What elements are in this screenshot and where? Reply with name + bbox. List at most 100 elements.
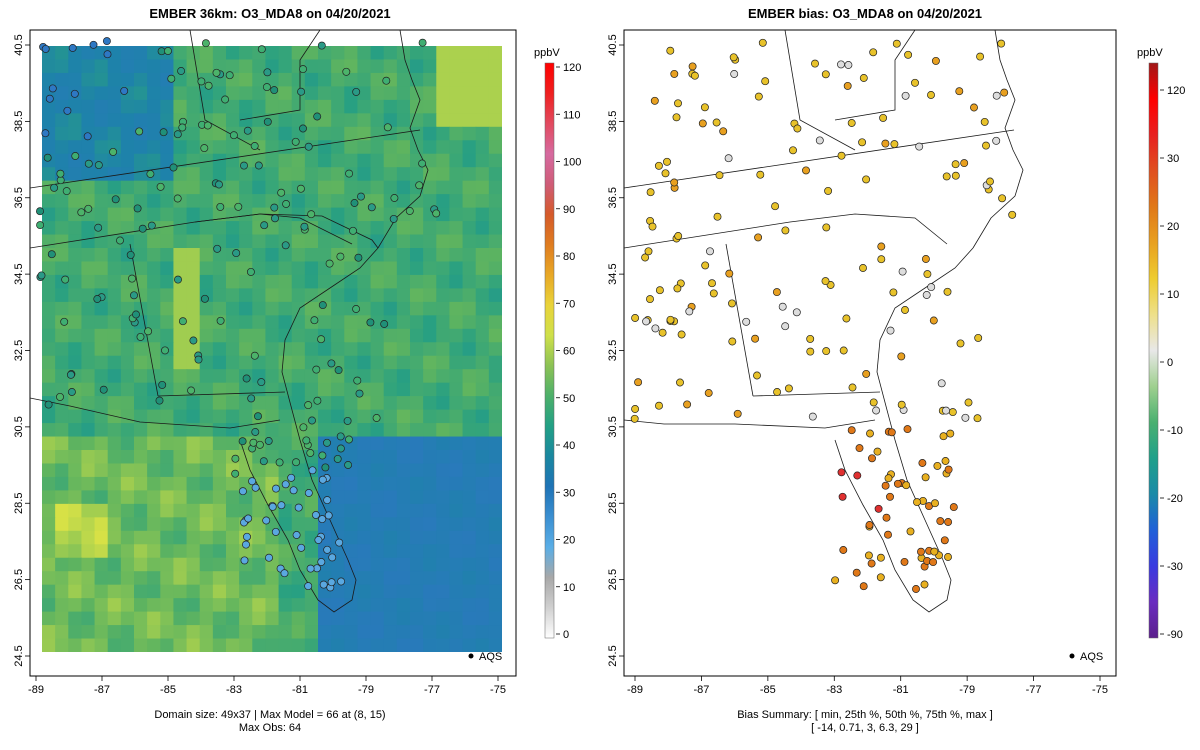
bias-station (862, 175, 871, 184)
model-grid-cell (436, 476, 451, 491)
model-grid-cell (173, 625, 188, 640)
model-grid-cell (331, 611, 345, 626)
model-grid-cell (291, 328, 306, 343)
model-grid-cell (449, 530, 464, 545)
model-grid-cell (357, 423, 372, 438)
model-grid-cell (107, 490, 122, 505)
model-grid-cell (68, 248, 83, 263)
model-grid-cell (199, 167, 214, 182)
model-grid-cell (252, 126, 267, 141)
model-grid-cell (55, 436, 69, 451)
aqs-station (213, 244, 222, 253)
model-grid-cell (120, 234, 135, 249)
model-grid-cell (278, 113, 293, 128)
aqs-station (287, 473, 296, 482)
model-grid-cell (449, 611, 464, 626)
aqs-station (318, 515, 327, 524)
model-grid-cell (199, 355, 214, 370)
model-grid-cell (160, 611, 175, 626)
aqs-station (318, 475, 327, 484)
aqs-station (299, 124, 307, 133)
colorbar-tick-label: 0 (1167, 357, 1173, 369)
model-grid-cell (370, 221, 385, 236)
model-grid-cell (160, 598, 175, 613)
model-grid-cell (436, 153, 451, 168)
bias-station (811, 59, 819, 68)
model-grid-cell (94, 301, 109, 316)
model-grid-cell (212, 261, 227, 276)
model-grid-cell (147, 490, 161, 505)
model-grid-cell (449, 126, 464, 141)
model-grid-cell (42, 72, 56, 87)
model-grid-cell (423, 248, 437, 263)
right-bias-summary: Bias Summary: [ min, 25th %, 50th %, 75t… (625, 709, 1105, 735)
bias-station (843, 81, 852, 90)
y-tick-label: 28.5 (13, 493, 25, 514)
model-grid-cell (239, 503, 253, 518)
model-grid-cell (488, 530, 502, 545)
aqs-station (250, 351, 259, 360)
model-grid-cell (383, 274, 398, 289)
model-grid-cell (331, 140, 345, 155)
model-grid-cell (120, 207, 135, 222)
bias-station (922, 291, 931, 299)
model-grid-cell (55, 301, 69, 316)
model-grid-cell (304, 167, 319, 182)
aqs-station (304, 582, 313, 591)
model-grid-cell (383, 625, 398, 640)
model-grid-cell (462, 450, 477, 465)
model-grid-cell (357, 274, 372, 289)
bias-station (674, 232, 683, 240)
x-tick-label: -87 (693, 684, 709, 696)
model-grid-cell (173, 396, 188, 411)
model-grid-cell (199, 598, 214, 613)
model-grid-cell (357, 207, 372, 222)
model-grid-cell (357, 476, 372, 491)
aqs-station (282, 200, 291, 208)
model-grid-cell (423, 167, 437, 182)
aqs-station (103, 50, 112, 59)
model-grid-cell (278, 248, 293, 263)
model-grid-cell (186, 86, 201, 101)
bias-station (842, 314, 851, 323)
model-grid-cell (252, 463, 267, 478)
model-grid-cell (68, 490, 83, 505)
model-grid-cell (42, 423, 56, 438)
aqs-station (93, 295, 102, 303)
model-grid-cell (147, 46, 161, 61)
model-grid-cell (396, 423, 411, 438)
ms-al-border-r (725, 243, 754, 397)
bias-station (933, 461, 942, 470)
model-grid-cell (186, 584, 201, 599)
model-grid-cell (252, 571, 267, 586)
aqs-station (84, 204, 93, 213)
model-grid-cell (396, 355, 411, 370)
aqs-station (177, 67, 186, 75)
model-grid-cell (423, 490, 437, 505)
model-grid-cell (55, 625, 69, 640)
aqs-station (251, 428, 260, 436)
bias-station (921, 473, 930, 482)
model-grid-cell (383, 59, 398, 74)
model-grid-cell (357, 153, 372, 168)
model-grid-cell (278, 342, 293, 357)
model-grid-cell (173, 571, 188, 586)
colorbar-tick-label: 30 (1167, 153, 1179, 165)
model-grid-cell (344, 180, 359, 195)
model-grid-cell (68, 598, 83, 613)
model-grid-cell (252, 207, 267, 222)
model-grid-cell (488, 248, 502, 263)
model-grid-cell (318, 153, 332, 168)
model-grid-cell (304, 274, 319, 289)
model-grid-cell (383, 423, 398, 438)
aqs-station (264, 437, 273, 445)
model-grid-cell (107, 153, 122, 168)
model-grid-cell (252, 113, 267, 128)
model-grid-cell (147, 611, 161, 626)
model-grid-cell (81, 638, 96, 652)
model-grid-cell (81, 584, 96, 599)
model-grid-cell (436, 315, 451, 330)
bias-station (688, 62, 697, 71)
model-grid-cell (212, 153, 227, 168)
colorbar-tick-label: 60 (563, 346, 575, 358)
